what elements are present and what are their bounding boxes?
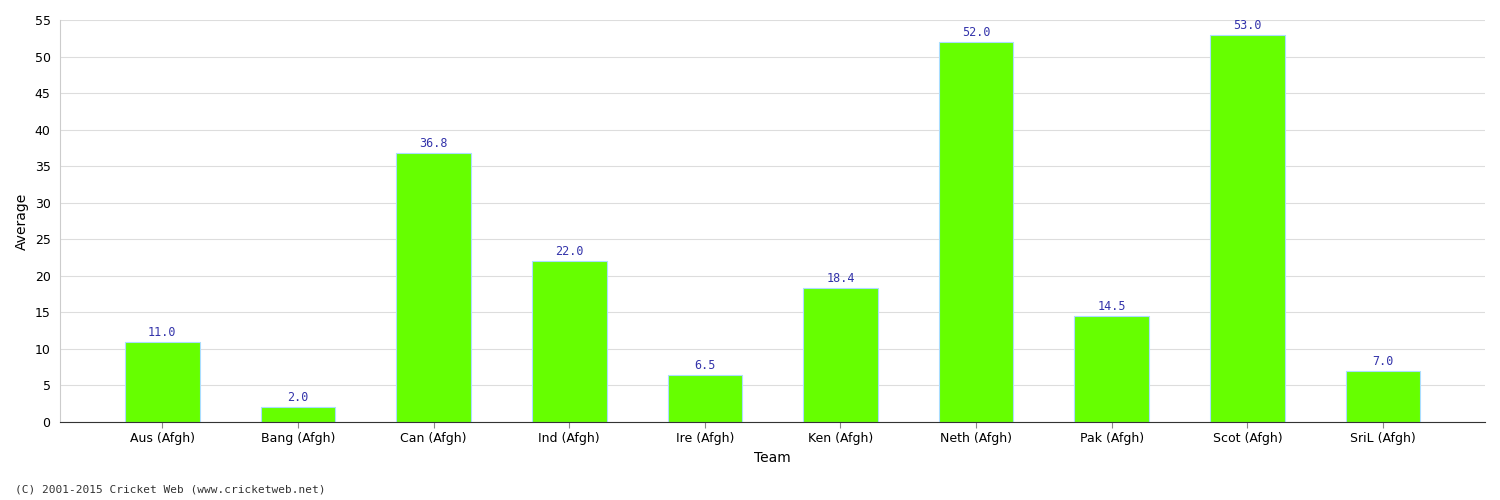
Text: 2.0: 2.0 (288, 392, 309, 404)
Bar (396, 153, 471, 422)
Text: 14.5: 14.5 (1098, 300, 1126, 313)
Bar (1074, 316, 1149, 422)
Y-axis label: Average: Average (15, 192, 28, 250)
Text: 52.0: 52.0 (962, 26, 990, 39)
Bar (261, 408, 336, 422)
Bar (1346, 371, 1420, 422)
Bar (668, 374, 742, 422)
X-axis label: Team: Team (754, 451, 790, 465)
Text: (C) 2001-2015 Cricket Web (www.cricketweb.net): (C) 2001-2015 Cricket Web (www.cricketwe… (15, 485, 326, 495)
Text: 18.4: 18.4 (827, 272, 855, 284)
Bar (939, 42, 1014, 422)
Text: 7.0: 7.0 (1372, 355, 1394, 368)
Text: 22.0: 22.0 (555, 246, 584, 258)
Bar (802, 288, 877, 422)
Bar (1210, 34, 1284, 422)
Text: 53.0: 53.0 (1233, 18, 1262, 32)
Text: 6.5: 6.5 (694, 358, 715, 372)
Bar (124, 342, 200, 422)
Text: 36.8: 36.8 (420, 137, 448, 150)
Bar (532, 261, 606, 422)
Text: 11.0: 11.0 (148, 326, 177, 338)
